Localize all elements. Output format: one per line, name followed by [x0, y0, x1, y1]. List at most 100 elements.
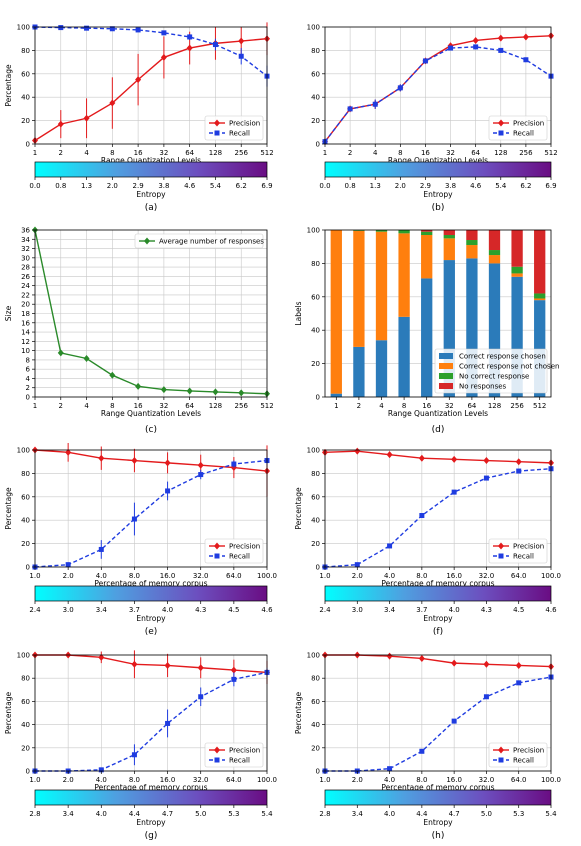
- x-tick-label: 2.0: [63, 572, 74, 580]
- legend: Precision Recall: [488, 115, 548, 141]
- data-point: [483, 475, 489, 481]
- y-tick-label: 8: [26, 356, 30, 364]
- data-point: [187, 34, 193, 40]
- colorbar-tick-label: 2.8: [319, 810, 330, 818]
- data-point: [523, 57, 529, 63]
- x-tick-label: 1.0: [29, 572, 40, 580]
- y-tick-label: 80: [21, 470, 30, 478]
- y-tick-label: 0: [26, 564, 30, 572]
- bar-segment: [534, 293, 546, 299]
- data-point: [230, 666, 237, 674]
- x-tick-label: 16: [421, 149, 430, 157]
- colorbar-tick-label: 5.0: [195, 810, 206, 818]
- colorbar-tick-label: 4.0: [96, 810, 107, 818]
- colorbar-tick-label: 5.4: [495, 182, 507, 190]
- y-axis-label: Percentage: [4, 64, 13, 107]
- x-tick-label: 4.0: [96, 572, 107, 580]
- x-tick-label: 512: [260, 402, 273, 410]
- x-tick-label: 64: [185, 402, 194, 410]
- data-point: [238, 53, 244, 59]
- legend-marker: [498, 542, 504, 550]
- data-point: [98, 546, 104, 552]
- data-point: [197, 664, 204, 672]
- data-point: [65, 562, 71, 568]
- x-axis-label: Percentage of memory corpus: [94, 783, 207, 792]
- x-tick-label: 100.0: [541, 572, 561, 580]
- plot-frame: [324, 229, 552, 398]
- data-point: [131, 457, 138, 465]
- data-point: [238, 37, 245, 45]
- y-tick-label: 20: [21, 117, 30, 125]
- data-point: [135, 27, 141, 33]
- y-tick-label: 6: [26, 366, 31, 374]
- x-axis-label: Range Quantization Levels: [101, 409, 201, 418]
- data-point: [186, 44, 193, 52]
- y-tick-label: 20: [311, 540, 320, 548]
- colorbar-tick-label: 4.3: [195, 606, 206, 614]
- bar-segment: [488, 263, 501, 397]
- colorbar-label: Entropy: [423, 190, 453, 199]
- entropy-colorbar: 2.8 3.4 4.0 4.4 4.7 5.0 5.3 5.4 Entropy: [29, 789, 273, 827]
- x-tick-label: 512: [260, 149, 273, 157]
- bar-segment: [398, 233, 410, 317]
- bar-segment: [466, 258, 478, 397]
- data-point: [419, 748, 425, 754]
- bar-segment: [330, 230, 342, 394]
- data-point: [57, 349, 64, 357]
- y-tick-label: 4: [26, 375, 31, 383]
- x-axis-label: Percentage of memory corpus: [381, 783, 494, 792]
- y-tick-label: 100: [17, 447, 30, 455]
- colorbar-tick-label: 4.5: [513, 606, 524, 614]
- y-axis-label: Size: [4, 305, 13, 321]
- data-point: [131, 660, 138, 668]
- x-tick-label: 32.0: [479, 572, 495, 580]
- data-point: [387, 543, 393, 549]
- y-tick-label: 60: [311, 70, 320, 78]
- chart-a: 0 20 40 60 80 100 1 2 4 8 16 32 64 128 256 512 Range Qua…: [4, 22, 274, 213]
- data-point: [135, 382, 142, 390]
- legend-marker: [214, 757, 220, 763]
- legend-label: Recall: [229, 757, 250, 765]
- colorbar-tick-label: 0.8: [55, 182, 66, 190]
- colorbar-tick-label: 4.6: [184, 182, 196, 190]
- x-tick-label: 2.0: [63, 776, 74, 784]
- y-tick-label: 22: [21, 291, 30, 299]
- x-axis-label: Range Quantization Levels: [388, 156, 488, 165]
- x-tick-label: 8: [110, 149, 114, 157]
- y-tick-label: 20: [21, 744, 30, 752]
- colorbar-tick-label: 2.0: [107, 182, 118, 190]
- y-tick-label: 40: [21, 94, 30, 102]
- x-tick-label: 128: [488, 402, 501, 410]
- y-tick-label: 20: [21, 301, 30, 309]
- chart-f: 0 20 40 60 80 100 1.0 2.0 4.0 8.0 16.0 32.0 64.0 100.…: [294, 447, 561, 638]
- bar-segment: [375, 230, 388, 232]
- y-tick-label: 80: [311, 470, 320, 478]
- legend: Precision Recall: [488, 742, 548, 768]
- legend-label: Recall: [229, 130, 250, 138]
- y-tick-label: 20: [311, 117, 320, 125]
- chart-g: 0 20 40 60 80 100 1.0 2.0 4.0 8.0 16.0 32.0 64.0 100.…: [4, 650, 277, 841]
- colorbar-tick-label: 1.3: [370, 182, 381, 190]
- legend-swatch: [439, 353, 453, 359]
- bar-segment: [511, 273, 523, 277]
- x-tick-label: 32.0: [479, 776, 495, 784]
- data-point: [109, 26, 115, 32]
- colorbar-tick-label: 2.9: [420, 182, 431, 190]
- y-tick-label: 40: [311, 94, 320, 102]
- data-point: [58, 25, 64, 31]
- y-tick-label: 100: [307, 227, 320, 235]
- y-tick-label: 2: [26, 384, 30, 392]
- x-tick-label: 128: [494, 149, 507, 157]
- legend-label: Average number of responses: [159, 238, 264, 246]
- colorbar-tick-label: 4.6: [470, 182, 482, 190]
- data-point: [231, 676, 237, 682]
- y-tick-label: 100: [307, 652, 320, 660]
- y-tick-label: 80: [311, 260, 320, 268]
- legend-label: Precision: [513, 543, 544, 551]
- plot-frame: [324, 449, 552, 568]
- y-tick-label: 12: [21, 338, 30, 346]
- y-tick-label: 40: [21, 517, 30, 525]
- data-point: [160, 386, 167, 394]
- bar-segment: [534, 298, 546, 301]
- x-tick-label: 8.0: [129, 776, 140, 784]
